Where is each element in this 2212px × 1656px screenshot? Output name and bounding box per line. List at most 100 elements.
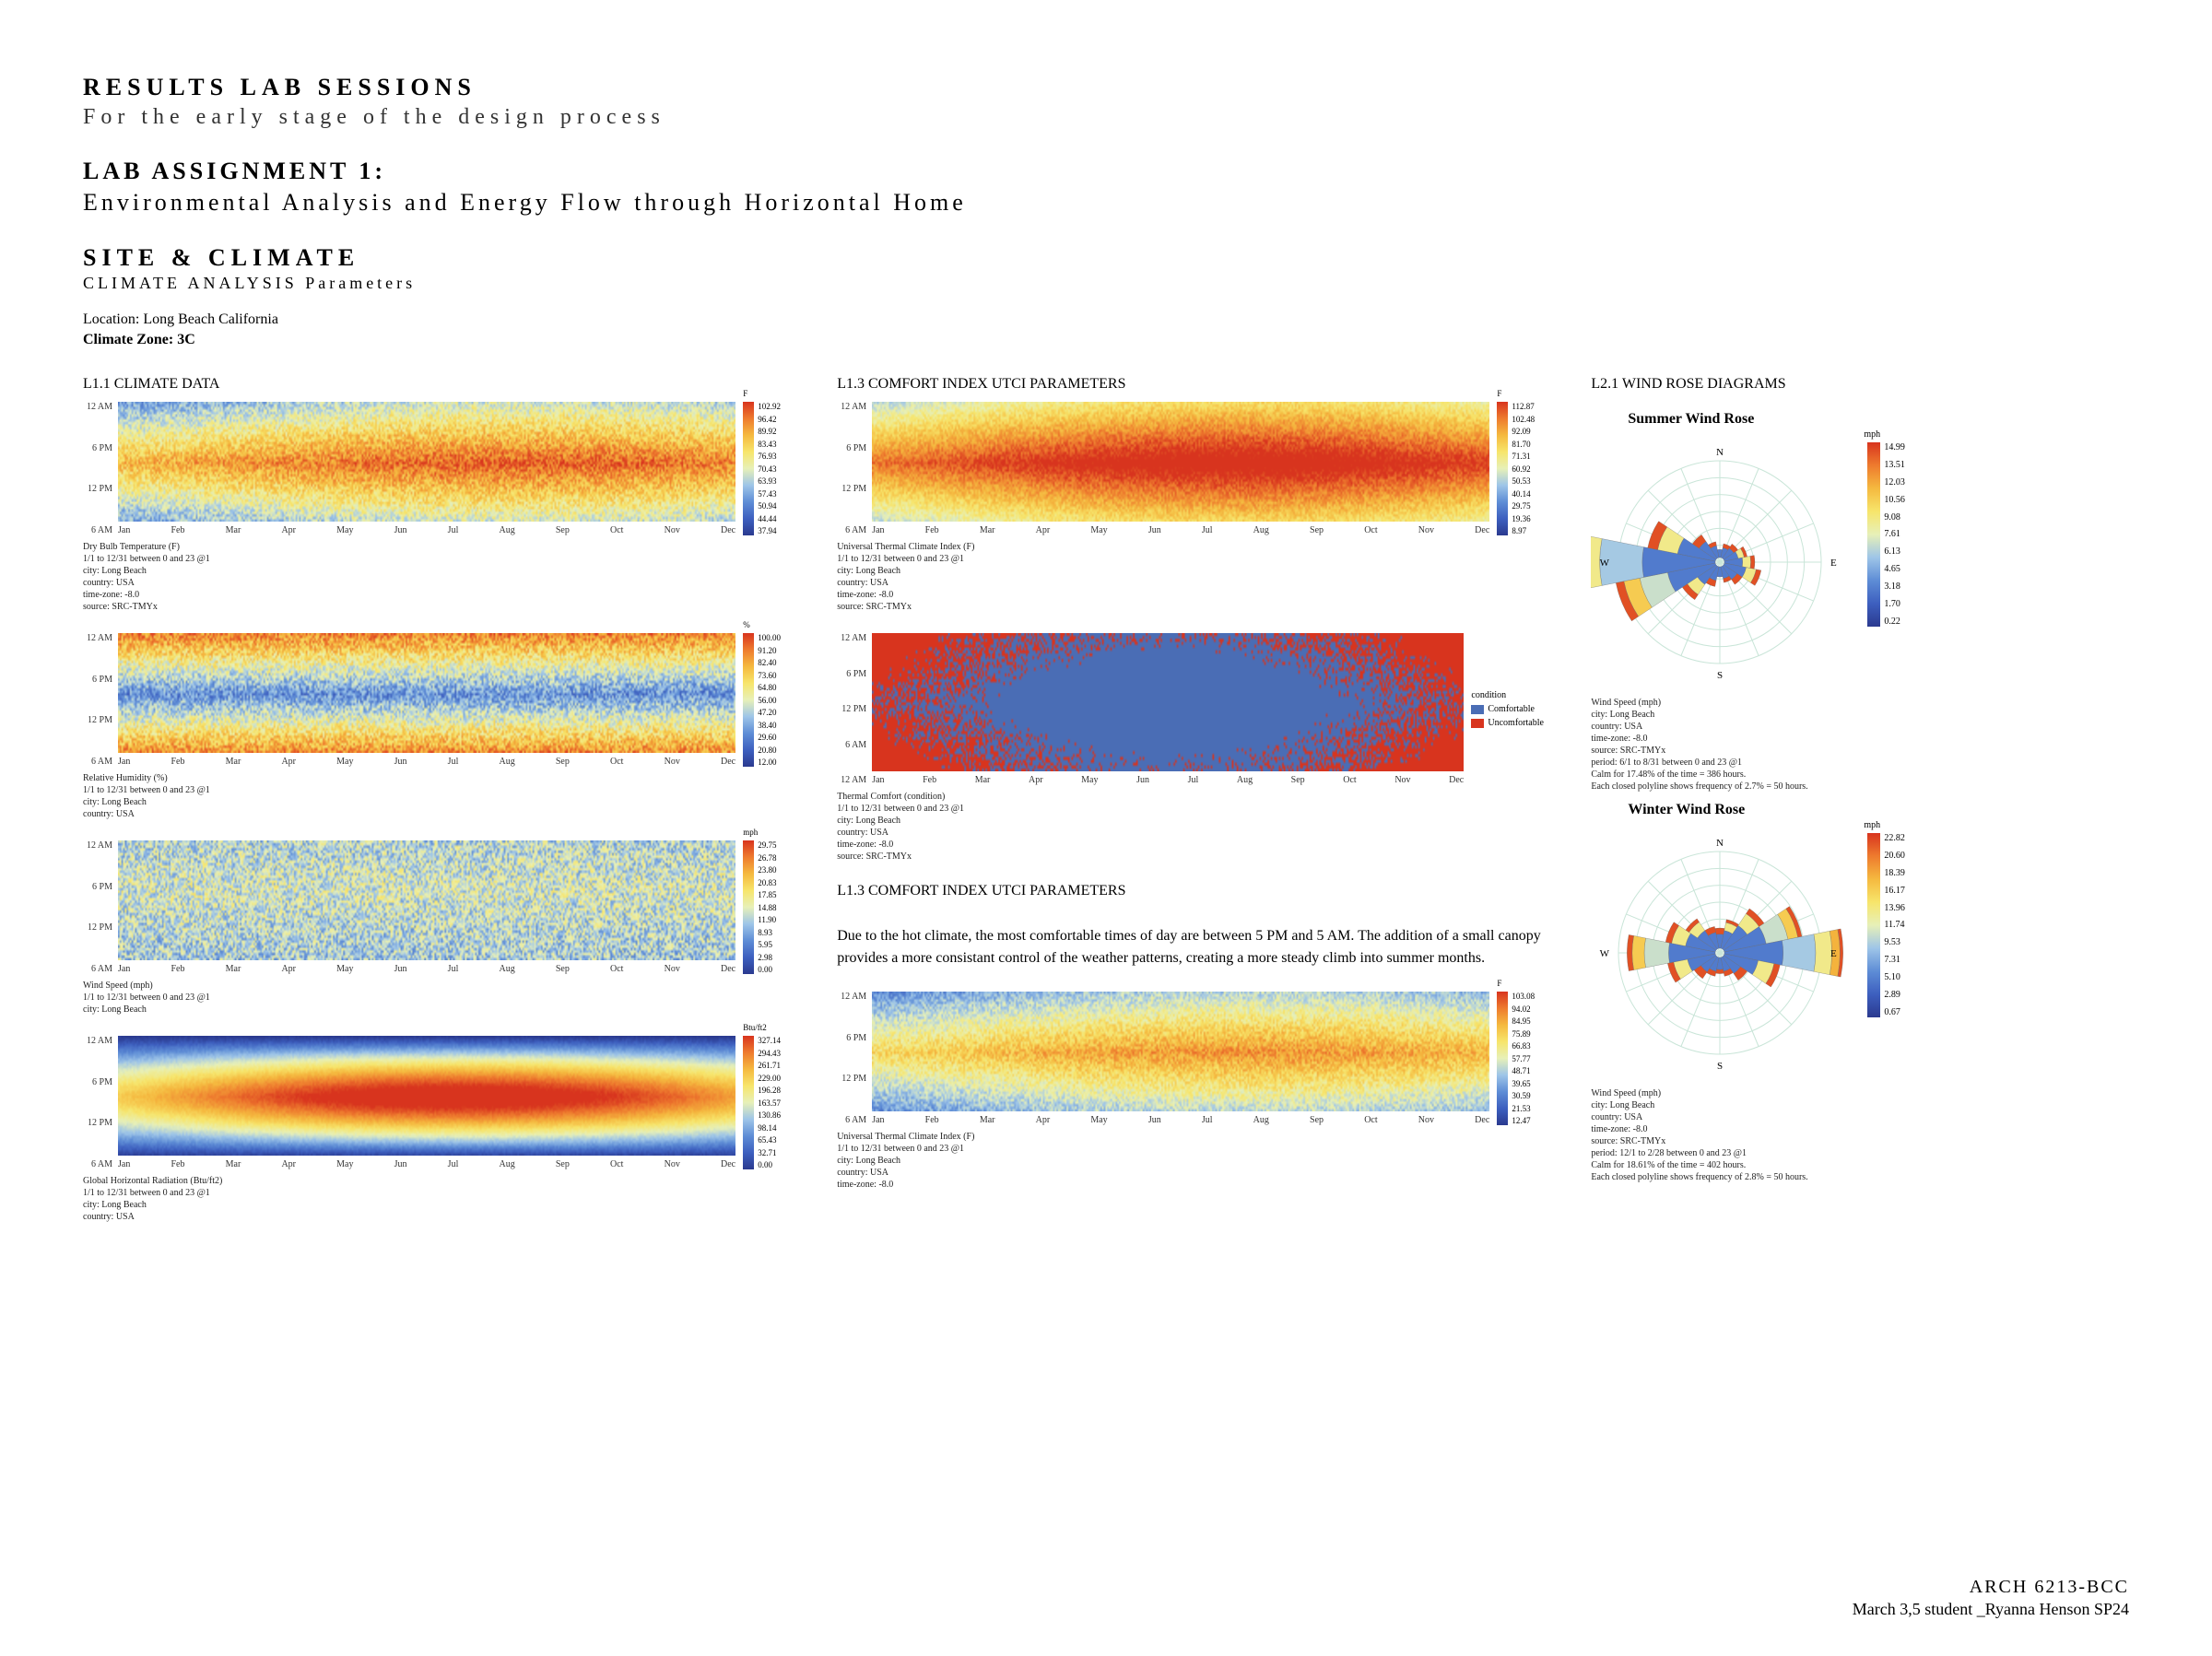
legend-tick: 5.10 (1884, 972, 1905, 982)
legend-tick: 11.90 (758, 915, 776, 924)
x-tick: Sep (1310, 525, 1324, 535)
y-axis: 12 AM6 PM12 PM6 AM (837, 402, 872, 535)
y-tick: 12 PM (83, 922, 112, 933)
y-tick: 12 PM (837, 704, 866, 714)
legend-tick: 0.67 (1884, 1007, 1905, 1017)
rose-legend: mph 14.9913.5112.0310.569.087.616.134.65… (1864, 442, 1905, 627)
x-tick: May (1081, 775, 1098, 785)
heatmap-canvas (872, 402, 1489, 522)
legend-tick: 91.20 (758, 646, 781, 655)
x-tick: Apr (281, 964, 296, 974)
x-tick: Sep (1310, 1115, 1324, 1125)
y-tick: 12 AM (837, 775, 866, 785)
legend-tick: 0.00 (758, 965, 776, 974)
legend: F 103.0894.0284.9575.8966.8357.7748.7139… (1497, 992, 1554, 1125)
x-tick: Feb (171, 757, 184, 767)
x-tick: Jun (394, 1159, 407, 1169)
y-axis: 12 AM6 PM12 PM6 AM (83, 1036, 118, 1169)
y-axis: 12 AM6 PM12 PM6 AM (83, 402, 118, 535)
wind-rose-block: Winter Wind Rose N E S W mph 22.8220.601… (1591, 802, 2129, 1183)
x-tick: Jan (118, 964, 130, 974)
legend-tick: 29.75 (1512, 501, 1535, 511)
legend-tick: 30.59 (1512, 1091, 1535, 1100)
legend-tick: 26.78 (758, 853, 776, 863)
legend-tick: 73.60 (758, 671, 781, 680)
legend-tick: 112.87 (1512, 402, 1535, 411)
legend: F 102.9296.4289.9283.4376.9370.4363.9357… (743, 402, 800, 535)
y-tick: 6 PM (83, 443, 112, 453)
legend-tick: 8.97 (1512, 526, 1535, 535)
x-tick: Aug (499, 525, 514, 535)
x-tick: Nov (665, 1159, 680, 1169)
x-tick: Feb (171, 525, 184, 535)
x-tick: Apr (1036, 1115, 1051, 1125)
legend-tick: 40.14 (1512, 489, 1535, 499)
legend-tick: 13.51 (1884, 460, 1905, 470)
legend-comfortable: Comfortable (1488, 704, 1535, 714)
legend-tick: 2.89 (1884, 990, 1905, 1000)
course-code: ARCH 6213-BCC (1853, 1577, 2129, 1598)
legend-tick: 37.94 (758, 526, 781, 535)
x-tick: May (336, 1159, 353, 1169)
y-tick: 12 AM (837, 402, 866, 412)
x-tick: Oct (610, 525, 623, 535)
svg-text:E: E (1830, 558, 1837, 569)
y-tick: 6 PM (83, 675, 112, 685)
column-1: L1.1 CLIMATE DATA 12 AM6 PM12 PM6 AM Jan… (83, 376, 800, 1243)
x-tick: Feb (923, 775, 936, 785)
header: RESULTS LAB SESSIONS For the early stage… (83, 74, 2129, 348)
legend-tick: 98.14 (758, 1123, 781, 1133)
chart-meta: Wind Speed (mph)1/1 to 12/31 between 0 a… (83, 980, 800, 1016)
student-credit: March 3,5 student _Ryanna Henson SP24 (1853, 1600, 2129, 1619)
legend-tick: 50.94 (758, 501, 781, 511)
x-axis: JanFebMarAprMayJunJulAugSepOctNovDec (872, 522, 1489, 535)
legend-tick: 7.61 (1884, 529, 1905, 539)
x-tick: Mar (980, 525, 995, 535)
legend-tick: 19.36 (1512, 514, 1535, 523)
x-tick: May (1090, 525, 1107, 535)
x-tick: May (336, 964, 353, 974)
x-axis: JanFebMarAprMayJunJulAugSepOctNovDec (118, 960, 735, 974)
x-tick: Aug (499, 1159, 514, 1169)
legend-tick: 261.71 (758, 1061, 781, 1070)
svg-text:N: N (1716, 838, 1724, 849)
x-tick: Apr (281, 1159, 296, 1169)
x-tick: Jun (394, 525, 407, 535)
hm-rh: 12 AM6 PM12 PM6 AM JanFebMarAprMayJunJul… (83, 633, 800, 820)
x-axis: JanFebMarAprMayJunJulAugSepOctNovDec (118, 522, 735, 535)
legend-tick: 65.43 (758, 1135, 781, 1145)
zone-label: Climate Zone: 3C (83, 332, 2129, 348)
x-tick: Aug (1253, 1115, 1269, 1125)
x-tick: Aug (499, 964, 514, 974)
legend-tick: 327.14 (758, 1036, 781, 1045)
legend-tick: 66.83 (1512, 1041, 1535, 1051)
legend-tick: 12.47 (1512, 1116, 1535, 1125)
x-tick: Sep (556, 964, 570, 974)
legend-tick: 39.65 (1512, 1079, 1535, 1088)
legend-tick: 12.03 (1884, 477, 1905, 487)
x-tick: Jun (1148, 1115, 1161, 1125)
y-tick: 6 PM (83, 1077, 112, 1087)
y-tick: 6 PM (837, 443, 866, 453)
legend-tick: 84.95 (1512, 1016, 1535, 1026)
x-tick: May (336, 525, 353, 535)
legend-uncomfortable: Uncomfortable (1488, 718, 1544, 728)
legend-tick: 163.57 (758, 1098, 781, 1108)
site-title: SITE & CLIMATE (83, 244, 2129, 272)
legend-tick: 6.13 (1884, 546, 1905, 557)
legend-tick: 102.48 (1512, 415, 1535, 424)
y-tick: 6 AM (83, 757, 112, 767)
legend-tick: 20.60 (1884, 851, 1905, 861)
legend-tick: 7.31 (1884, 955, 1905, 965)
x-tick: Oct (610, 964, 623, 974)
section-l13b: L1.3 COMFORT INDEX UTCI PARAMETERS (837, 883, 1554, 899)
y-tick: 6 PM (837, 1033, 866, 1043)
y-tick: 12 AM (837, 992, 866, 1002)
condition-canvas (872, 633, 1464, 771)
legend-tick: 75.89 (1512, 1029, 1535, 1039)
legend: Btu/ft2 327.14294.43261.71229.00196.2816… (743, 1036, 800, 1169)
x-tick: Dec (721, 1159, 735, 1169)
y-tick: 12 PM (83, 1118, 112, 1128)
legend-tick: 64.80 (758, 683, 781, 692)
hm-wind: 12 AM6 PM12 PM6 AM JanFebMarAprMayJunJul… (83, 840, 800, 1016)
